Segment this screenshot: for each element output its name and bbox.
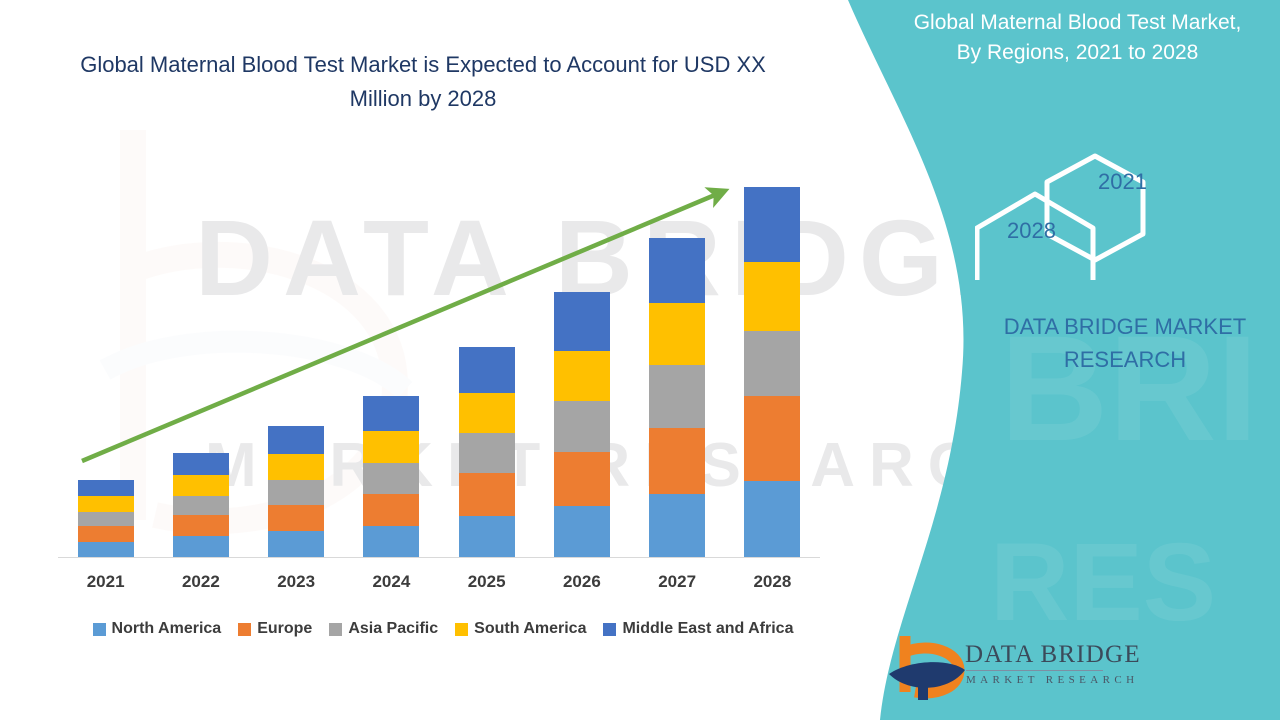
hexagon-label-end: 2028 bbox=[1007, 218, 1056, 243]
legend-label: Europe bbox=[257, 620, 313, 637]
bar-segment bbox=[744, 481, 801, 558]
x-axis-tick-2022: 2022 bbox=[181, 572, 220, 591]
bar-segment bbox=[172, 536, 229, 558]
bar-segment bbox=[649, 494, 706, 558]
x-axis-tick-2026: 2026 bbox=[562, 572, 601, 591]
x-axis-tick-2027: 2027 bbox=[658, 572, 697, 591]
bar-2022 bbox=[172, 453, 229, 558]
bar-segment bbox=[744, 187, 801, 262]
bar-segment bbox=[172, 453, 229, 475]
bar-segment bbox=[649, 303, 706, 365]
bar-2025 bbox=[458, 347, 515, 558]
x-axis-labels: 2021 2022 2023 2024 2025 2026 2027 2028 bbox=[58, 572, 820, 598]
bar-segment bbox=[458, 516, 515, 558]
brand-name: DATA BRIDGE MARKET RESEARCH bbox=[1003, 314, 1247, 372]
bar-segment bbox=[553, 452, 610, 506]
bar-segment bbox=[172, 515, 229, 536]
bar-segment bbox=[649, 365, 706, 428]
logo-divider bbox=[966, 670, 1103, 671]
bar-segment bbox=[363, 431, 420, 463]
bar-segment bbox=[458, 393, 515, 433]
bar-segment bbox=[649, 428, 706, 494]
bar-segment bbox=[649, 238, 706, 303]
hexagon-label-start: 2021 bbox=[1098, 169, 1147, 194]
bar-segment bbox=[77, 496, 134, 512]
bar-2024 bbox=[363, 396, 420, 558]
bar-segment bbox=[77, 542, 134, 558]
bar-segment bbox=[77, 526, 134, 542]
x-axis-tick-2028: 2028 bbox=[753, 572, 792, 591]
bar-segment bbox=[363, 526, 420, 558]
bar-segment bbox=[553, 401, 610, 452]
bar-segment bbox=[268, 454, 325, 480]
bar-chart-plot bbox=[58, 130, 820, 558]
legend-item[interactable]: South America bbox=[455, 620, 586, 638]
bar-segment bbox=[553, 506, 610, 558]
bar-segment bbox=[172, 475, 229, 496]
x-axis-tick-2023: 2023 bbox=[277, 572, 316, 591]
bar-2023 bbox=[268, 426, 325, 558]
logo-sub-text: MARKET RESEARCH bbox=[966, 674, 1139, 686]
legend-swatch-icon bbox=[603, 622, 617, 636]
bar-segment bbox=[363, 463, 420, 494]
bar-2028 bbox=[744, 187, 801, 558]
legend-item[interactable]: Asia Pacific bbox=[329, 620, 438, 638]
bar-segment bbox=[553, 292, 610, 351]
legend-label: North America bbox=[111, 620, 222, 637]
panel-title: Global Maternal Blood Test Market, By Re… bbox=[913, 11, 1242, 64]
bar-segment bbox=[268, 480, 325, 505]
chart-title: Global Maternal Blood Test Market is Exp… bbox=[80, 52, 766, 111]
chart-legend: North America Europe Asia Pacific South Ame… bbox=[58, 617, 828, 641]
bar-segment bbox=[744, 262, 801, 331]
bar-2027 bbox=[649, 238, 706, 558]
x-axis-tick-2024: 2024 bbox=[372, 572, 411, 591]
bar-segment bbox=[458, 473, 515, 516]
legend-label: Middle East and Africa bbox=[622, 620, 794, 637]
legend-swatch-icon bbox=[455, 622, 469, 636]
legend-label: Asia Pacific bbox=[348, 620, 439, 637]
data-bridge-logo-icon bbox=[889, 636, 965, 700]
legend-item[interactable]: North America bbox=[92, 620, 222, 638]
legend-item[interactable]: Middle East and Africa bbox=[603, 620, 793, 638]
bar-2021 bbox=[77, 480, 134, 558]
bar-segment bbox=[553, 351, 610, 401]
bar-segment bbox=[268, 531, 325, 558]
legend-swatch-icon bbox=[329, 622, 343, 636]
bar-segment bbox=[268, 426, 325, 454]
bar-segment bbox=[744, 396, 801, 481]
bar-segment bbox=[744, 331, 801, 396]
svg-text:RES: RES bbox=[990, 521, 1216, 644]
bar-segment bbox=[363, 396, 420, 431]
bar-segment bbox=[77, 480, 134, 496]
logo-main-text: DATA BRIDGE bbox=[965, 641, 1141, 668]
bar-segment bbox=[458, 347, 515, 393]
legend-label: South America bbox=[474, 620, 587, 637]
bar-segment bbox=[172, 496, 229, 515]
bar-segment bbox=[77, 512, 134, 526]
bar-segment bbox=[458, 433, 515, 473]
bar-segment bbox=[363, 494, 420, 526]
bar-2026 bbox=[553, 292, 610, 558]
x-axis-tick-2021: 2021 bbox=[86, 572, 125, 591]
legend-swatch-icon bbox=[238, 622, 252, 636]
legend-swatch-icon bbox=[92, 622, 106, 636]
hexagon-group: 2021 2028 bbox=[974, 150, 1205, 333]
x-axis-line bbox=[58, 557, 820, 558]
hexagon-shapes-icon bbox=[974, 153, 1146, 333]
legend-item[interactable]: Europe bbox=[238, 620, 312, 638]
bar-segment bbox=[268, 505, 325, 531]
x-axis-tick-2025: 2025 bbox=[467, 572, 506, 591]
